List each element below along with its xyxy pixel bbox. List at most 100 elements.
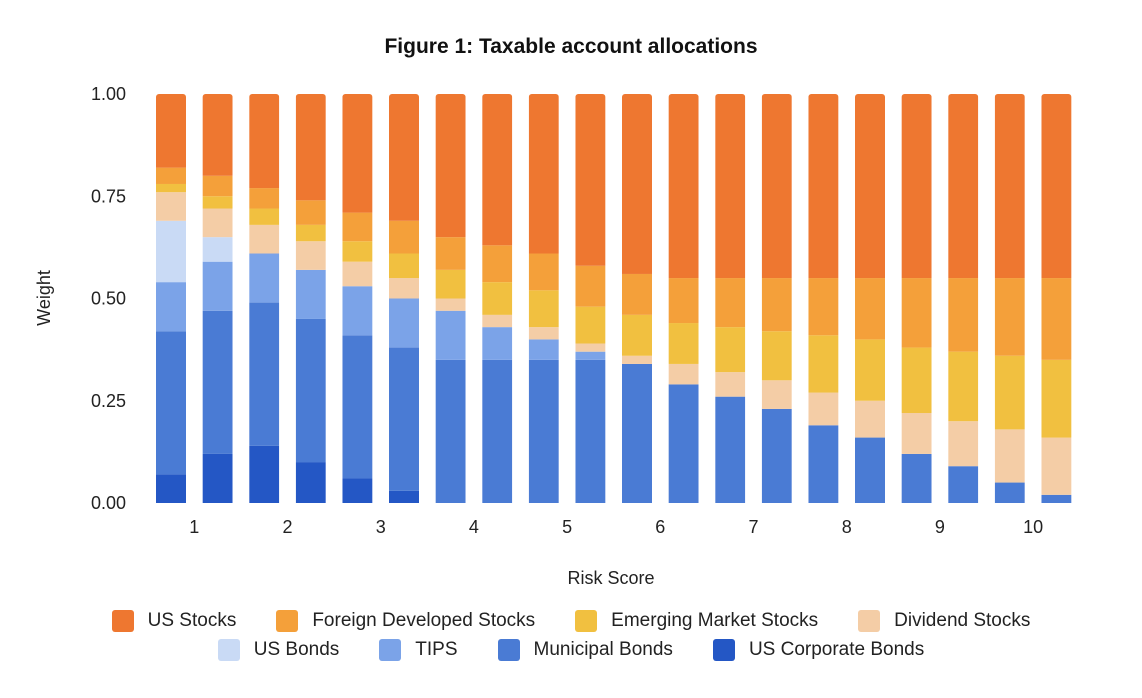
legend-swatch (111, 610, 134, 632)
bar-segment-foreign-developed-stocks (994, 278, 1025, 356)
bar-segment-us-stocks (715, 94, 746, 279)
bar-segment-dividend-stocks (622, 355, 652, 364)
bar-segment-us-stocks (156, 94, 186, 168)
y-axis-ticks: 0.00 0.25 0.50 0.75 1.00 (91, 84, 126, 513)
bar-segment-municipal-bonds (622, 363, 652, 503)
legend-row: US Stocks Foreign Developed Stocks Emergin… (0, 610, 1142, 632)
bar-segment-dividend-stocks (855, 400, 885, 438)
bar-segment-tips (528, 339, 559, 360)
legend-label: Dividend Stocks (894, 610, 1031, 631)
bar-segment-us-stocks (808, 94, 839, 279)
bar-segment-us-corporate-bonds (156, 474, 186, 503)
bar-segment-us-stocks (761, 94, 792, 279)
bar-stack (295, 94, 326, 503)
bar-segment-emerging-market-stocks (342, 241, 373, 262)
bar-segment-foreign-developed-stocks (948, 278, 979, 352)
bar-stack (249, 94, 280, 503)
legend-item: TIPS (379, 639, 458, 661)
bar-segment-us-stocks (668, 94, 699, 279)
bar-segment-emerging-market-stocks (249, 208, 280, 225)
legend-swatch (276, 610, 299, 632)
bar-segment-dividend-stocks (435, 298, 466, 311)
legend-row: US Bonds TIPS Municipal Bonds US Corporate … (0, 639, 1142, 661)
bar-segment-foreign-developed-stocks (295, 200, 326, 225)
bar-stack (855, 94, 885, 503)
bar-segment-municipal-bonds (389, 347, 419, 491)
legend-swatch (497, 639, 520, 661)
bar-segment-municipal-bonds (994, 482, 1025, 503)
bar-segment-us-stocks (948, 94, 979, 279)
bar-segment-emerging-market-stocks (202, 196, 233, 209)
legend-label: Municipal Bonds (533, 639, 673, 660)
bar-segment-emerging-market-stocks (761, 331, 792, 381)
bar-segment-us-stocks (342, 94, 373, 213)
bar-segment-dividend-stocks (156, 192, 186, 221)
bar-segment-dividend-stocks (482, 314, 513, 328)
bar-segment-municipal-bonds (342, 335, 373, 479)
x-axis-label: Risk Score (567, 568, 654, 588)
bar-segment-municipal-bonds (249, 302, 280, 446)
y-tick-label: 0.00 (91, 493, 126, 513)
bar-stack (808, 94, 839, 503)
bar-segment-foreign-developed-stocks (435, 237, 466, 270)
legend-swatch (575, 610, 598, 632)
bar-segment-municipal-bonds (948, 466, 979, 503)
x-tick-label: 3 (376, 517, 386, 537)
bar-stack (622, 94, 652, 503)
bar-segment-tips (202, 261, 233, 311)
bar-segment-us-stocks (202, 94, 233, 176)
bar-segment-municipal-bonds (528, 359, 559, 503)
bar-segment-emerging-market-stocks (156, 183, 186, 193)
bar-segment-tips (482, 327, 513, 360)
bar-segment-us-stocks (249, 94, 280, 189)
bar-segment-dividend-stocks (295, 241, 326, 270)
legend-swatch (712, 639, 735, 661)
bar-segment-municipal-bonds (901, 453, 932, 503)
bar-segment-emerging-market-stocks (808, 335, 839, 393)
bar-segment-foreign-developed-stocks (156, 167, 186, 184)
bar-segment-dividend-stocks (575, 343, 606, 352)
bar-stack (948, 94, 979, 503)
bar-segment-foreign-developed-stocks (482, 245, 513, 283)
bar-stack (575, 94, 606, 503)
bar-segment-emerging-market-stocks (528, 290, 559, 328)
bar-segment-tips (156, 282, 186, 332)
bar-segment-us-corporate-bonds (249, 445, 280, 503)
x-tick-label: 6 (655, 517, 665, 537)
bar-stack (435, 94, 466, 503)
x-tick-label: 10 (1023, 517, 1043, 537)
legend-label: US Stocks (147, 610, 237, 631)
bar-segment-municipal-bonds (855, 437, 885, 503)
bar-segment-dividend-stocks (808, 392, 839, 426)
bar-segment-us-bonds (202, 237, 233, 262)
x-tick-label: 2 (282, 517, 292, 537)
bar-segment-foreign-developed-stocks (622, 273, 652, 315)
bar-segment-municipal-bonds (715, 396, 746, 503)
legend-item: Dividend Stocks (858, 610, 1030, 632)
bar-segment-us-corporate-bonds (389, 490, 419, 503)
legend-swatch (858, 610, 881, 632)
bar-stack (342, 94, 373, 503)
bar-segment-tips (435, 310, 466, 360)
bar-segment-municipal-bonds (668, 384, 699, 503)
bar-segment-emerging-market-stocks (994, 355, 1025, 430)
bar-stack (761, 94, 792, 503)
bar-segment-foreign-developed-stocks (342, 212, 373, 242)
bar-segment-foreign-developed-stocks (575, 265, 606, 307)
bar-segment-foreign-developed-stocks (528, 253, 559, 291)
bar-segment-municipal-bonds (1041, 494, 1072, 503)
bar-stack (668, 94, 699, 503)
bar-segment-us-stocks (435, 94, 466, 238)
bar-stack (156, 94, 186, 503)
bar-stack (202, 94, 233, 503)
bar-segment-us-corporate-bonds (295, 462, 326, 503)
legend-label: Foreign Developed Stocks (312, 610, 536, 631)
bar-segment-us-corporate-bonds (202, 453, 233, 503)
legend-label: Emerging Market Stocks (611, 610, 819, 631)
bar-segment-foreign-developed-stocks (668, 278, 699, 324)
bar-segment-dividend-stocks (528, 327, 559, 340)
y-tick-label: 1.00 (91, 84, 126, 104)
bar-segment-dividend-stocks (668, 363, 699, 385)
bar-segment-dividend-stocks (715, 372, 746, 397)
bar-segment-dividend-stocks (948, 421, 979, 467)
